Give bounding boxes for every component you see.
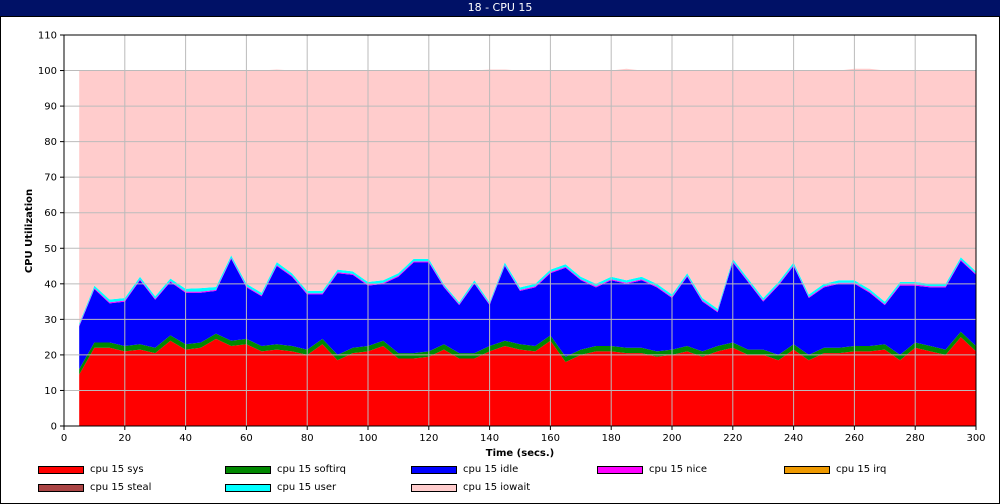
legend-label: cpu 15 user bbox=[277, 482, 337, 493]
legend-swatch bbox=[38, 466, 84, 474]
chart-title: 18 - CPU 15 bbox=[467, 1, 533, 14]
legend-swatch bbox=[411, 466, 457, 474]
y-tick-label: 100 bbox=[38, 66, 57, 77]
legend-swatch bbox=[784, 466, 830, 474]
x-tick-label: 20 bbox=[118, 433, 131, 444]
x-tick-label: 140 bbox=[480, 433, 499, 444]
y-tick-label: 50 bbox=[44, 244, 57, 255]
area-cpu-15-sys bbox=[79, 337, 976, 426]
y-axis-label: CPU Utilization bbox=[24, 189, 35, 273]
area-cpu-15-idle bbox=[79, 258, 976, 370]
y-tick-label: 20 bbox=[44, 350, 57, 361]
y-tick-label: 70 bbox=[44, 173, 57, 184]
x-tick-label: 120 bbox=[419, 433, 438, 444]
x-tick-label: 180 bbox=[602, 433, 621, 444]
y-tick-label: 0 bbox=[51, 422, 57, 433]
x-tick-label: 80 bbox=[301, 433, 314, 444]
y-tick-label: 60 bbox=[44, 208, 57, 219]
y-tick-label: 40 bbox=[44, 279, 57, 290]
legend-label: cpu 15 sys bbox=[90, 464, 144, 475]
plot-border bbox=[63, 34, 977, 427]
y-tick-label: 30 bbox=[44, 315, 57, 326]
grid-lines bbox=[64, 35, 976, 426]
axes: 0 20 40 60 80 100 120 140 160 180 200 220 240 260 280 3… bbox=[38, 31, 986, 445]
x-tick-label: 160 bbox=[541, 433, 560, 444]
x-tick-label: 220 bbox=[723, 433, 742, 444]
legend-swatch bbox=[38, 484, 84, 492]
x-tick-label: 300 bbox=[966, 433, 985, 444]
x-tick-label: 100 bbox=[358, 433, 377, 444]
y-tick-label: 90 bbox=[44, 102, 57, 113]
legend-swatch bbox=[411, 484, 457, 492]
legend: cpu 15 sys cpu 15 softirq cpu 15 idle cpu 1… bbox=[0, 463, 1000, 503]
legend-swatch bbox=[225, 484, 271, 492]
chart-title-bar: 18 - CPU 15 bbox=[0, 0, 1000, 16]
x-tick-label: 60 bbox=[240, 433, 253, 444]
legend-label: cpu 15 softirq bbox=[277, 464, 346, 475]
x-tick-label: 240 bbox=[784, 433, 803, 444]
x-axis-label: Time (secs.) bbox=[486, 448, 555, 459]
y-tick-label: 80 bbox=[44, 137, 57, 148]
legend-swatch bbox=[225, 466, 271, 474]
x-tick-label: 260 bbox=[845, 433, 864, 444]
y-tick-label: 10 bbox=[44, 386, 57, 397]
legend-label: cpu 15 nice bbox=[649, 464, 708, 475]
legend-label: cpu 15 steal bbox=[90, 482, 152, 493]
x-tick-label: 280 bbox=[906, 433, 925, 444]
area-series-group bbox=[79, 68, 976, 426]
x-tick-label: 40 bbox=[179, 433, 192, 444]
legend-label: cpu 15 iowait bbox=[463, 482, 531, 493]
y-tick-label: 110 bbox=[38, 31, 57, 42]
legend-swatch bbox=[597, 466, 643, 474]
area-cpu-15-iowait bbox=[79, 68, 976, 324]
legend-label: cpu 15 idle bbox=[463, 464, 519, 475]
x-tick-label: 0 bbox=[61, 433, 67, 444]
x-tick-label: 200 bbox=[662, 433, 681, 444]
legend-label: cpu 15 irq bbox=[836, 464, 887, 475]
